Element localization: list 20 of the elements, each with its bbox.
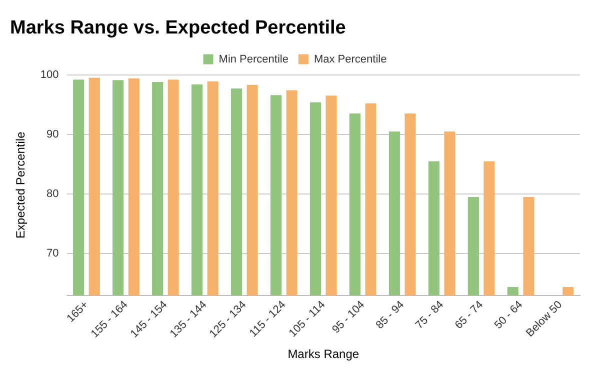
legend-label: Min Percentile: [218, 53, 288, 66]
x-tick-label: 125 - 134: [207, 298, 249, 340]
y-tick-label: 90: [46, 128, 59, 140]
x-axis-title: Marks Range: [288, 347, 360, 362]
y-axis-title: Expected Percentile: [14, 131, 28, 238]
x-tick-label: 65 - 74: [452, 298, 486, 332]
x-tick-label: 145 - 154: [128, 298, 170, 340]
y-tick-label: 70: [46, 248, 59, 260]
x-tick-label: 115 - 124: [247, 298, 288, 340]
x-tick-label: 75 - 84: [413, 298, 446, 332]
chart-title: Marks Range vs. Expected Percentile: [10, 18, 346, 39]
x-tick-label: 105 - 114: [286, 298, 328, 340]
x-tick-label: 85 - 94: [374, 298, 407, 332]
x-tick-label: 155 - 164: [88, 298, 130, 340]
x-tick-label: 135 - 144: [168, 298, 210, 340]
y-tick-label: 80: [46, 188, 59, 200]
x-tick-label: 50 - 64: [492, 298, 526, 332]
legend-label: Max Percentile: [314, 53, 387, 66]
x-tick-label: 95 - 104: [330, 298, 368, 336]
y-tick-label: 100: [40, 68, 59, 81]
